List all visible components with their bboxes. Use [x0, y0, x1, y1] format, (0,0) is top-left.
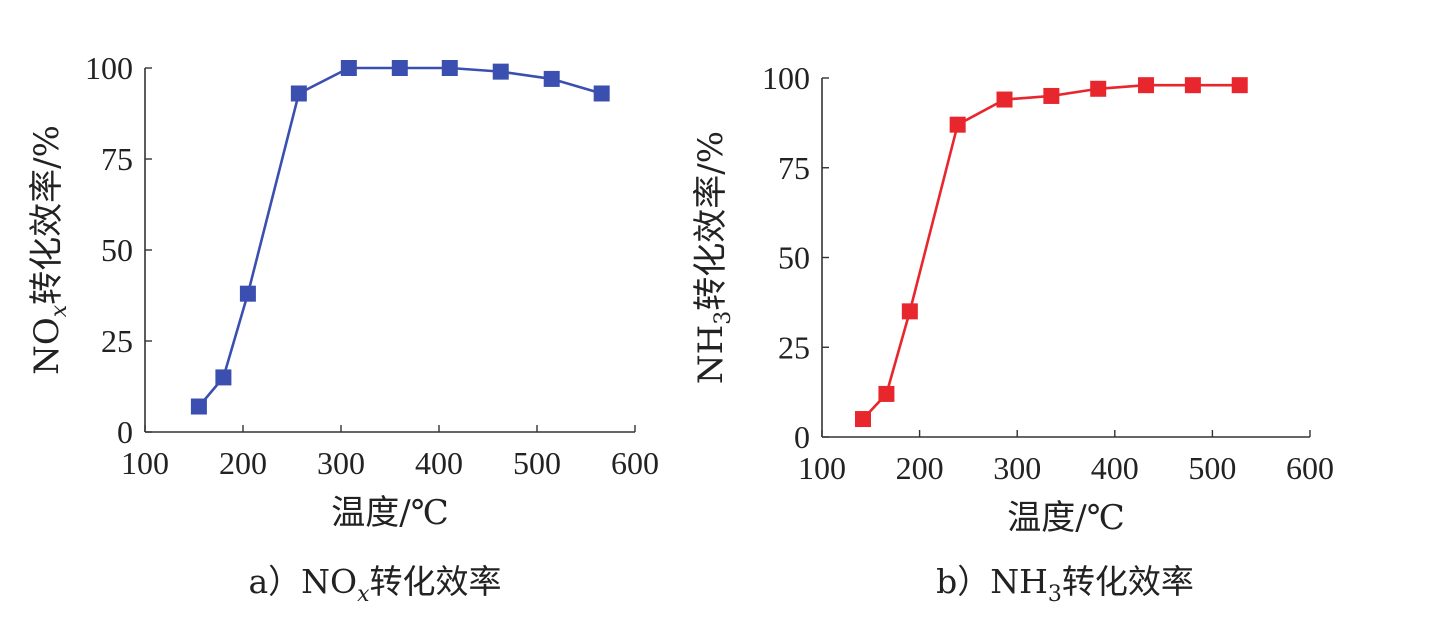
x-tick-label: 600	[1286, 450, 1334, 486]
x-tick-label: 400	[415, 445, 463, 481]
data-point-marker	[441, 60, 458, 76]
x-tick-label: 600	[611, 445, 659, 481]
x-axis-title: 温度/℃	[1007, 498, 1125, 538]
y-tick-label: 75	[778, 150, 810, 186]
x-tick-label: 100	[798, 450, 846, 486]
data-point-marker	[949, 116, 966, 133]
data-point-marker	[543, 70, 560, 87]
y-tick-label: 100	[85, 50, 133, 86]
y-axis-title: NH3转化效率/%	[691, 131, 736, 384]
data-point-marker	[215, 369, 232, 386]
y-tick-label: 0	[117, 414, 133, 450]
data-point-marker	[1043, 87, 1060, 104]
y-tick-label: 75	[101, 141, 133, 177]
series-line	[197, 66, 603, 408]
data-point-marker	[901, 303, 918, 320]
data-point-marker	[492, 63, 509, 80]
panel-caption: a）NOx转化效率	[248, 562, 501, 607]
series-line	[862, 83, 1240, 420]
x-tick-label: 300	[317, 445, 365, 481]
x-tick-label: 100	[121, 445, 169, 481]
y-tick-label: 25	[101, 323, 133, 359]
data-point-marker	[239, 285, 256, 302]
y-tick-label: 50	[778, 240, 810, 276]
y-tick-label: 0	[794, 419, 810, 455]
data-point-marker	[1090, 80, 1107, 97]
panel-caption: b）NH3转化效率	[936, 562, 1194, 607]
y-tick-label: 100	[762, 60, 810, 96]
data-point-marker	[1231, 77, 1248, 94]
data-point-marker	[996, 91, 1013, 108]
x-tick-label: 300	[993, 450, 1041, 486]
data-point-marker	[1138, 77, 1155, 94]
data-point-marker	[290, 85, 307, 102]
y-tick-label: 25	[778, 329, 810, 365]
data-point-marker	[391, 60, 408, 76]
data-point-marker	[1184, 77, 1201, 94]
data-point-marker	[340, 60, 357, 76]
y-tick-label: 50	[101, 232, 133, 268]
x-tick-label: 200	[896, 450, 944, 486]
data-point-marker	[593, 85, 610, 102]
chart-panel-a: 100 200 300 400 500 600 0 25 50 75 100 温度/℃ NOx转化效率/…	[27, 50, 659, 607]
x-tick-label: 400	[1091, 450, 1139, 486]
data-point-marker	[878, 385, 895, 402]
chart-panel-b: 100 200 300 400 500 600 0 25 50 75 100 温度/℃ NH3转化效率/…	[691, 60, 1334, 607]
data-point-marker	[854, 411, 871, 428]
data-point-marker	[190, 398, 207, 415]
x-tick-label: 500	[1188, 450, 1236, 486]
x-tick-label: 200	[219, 445, 267, 481]
x-axis-title: 温度/℃	[331, 493, 449, 533]
x-tick-label: 500	[513, 445, 561, 481]
y-axis-title: NOx转化效率/%	[27, 125, 72, 375]
